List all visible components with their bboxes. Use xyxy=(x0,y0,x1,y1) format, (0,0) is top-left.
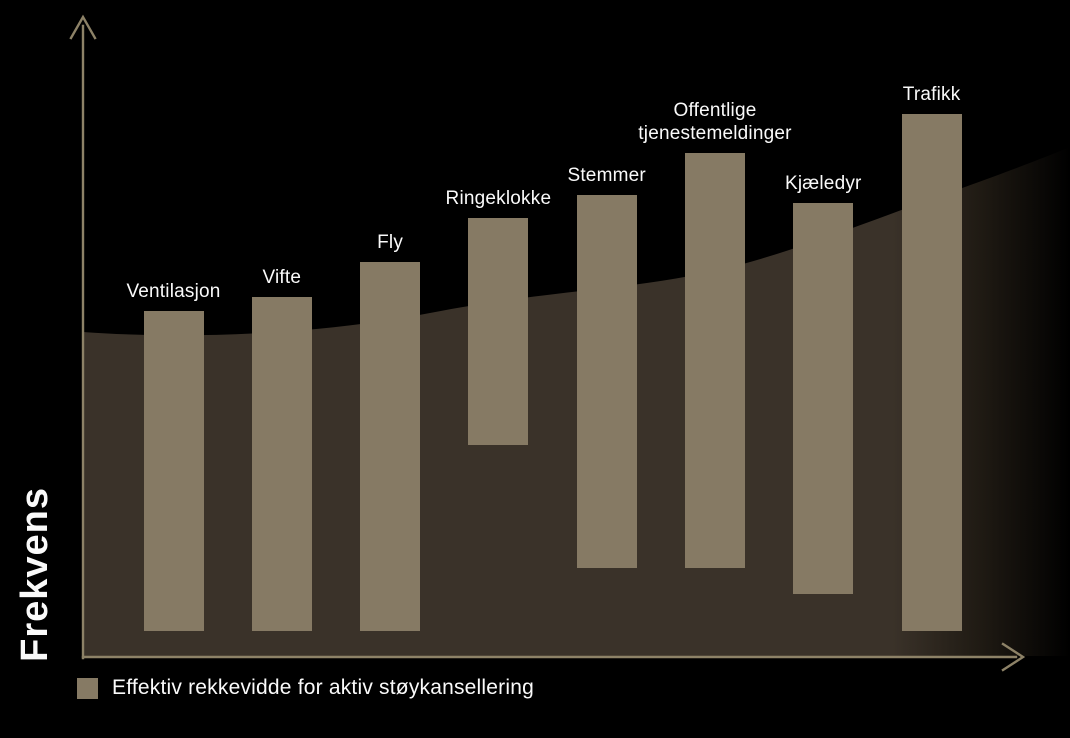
bar-label-ventilasjon: Ventilasjon xyxy=(126,280,221,302)
bar-ventilasjon xyxy=(143,310,204,631)
bar-offentlige-tjenestemeldinger xyxy=(685,152,745,569)
y-axis-arrow-icon xyxy=(69,14,97,40)
bar-label-kj-ledyr: Kjæledyr xyxy=(785,173,862,195)
bar-ringeklokke xyxy=(468,218,529,445)
bar-stemmer xyxy=(576,195,637,569)
legend-swatch xyxy=(77,677,98,699)
legend-label: Effektiv rekkevidde for aktiv støykansel… xyxy=(112,676,534,699)
bar-label-fly: Fly xyxy=(377,231,404,253)
bar-fly xyxy=(360,262,421,631)
bar-label-vifte: Vifte xyxy=(262,267,302,289)
bar-vifte xyxy=(251,297,312,631)
x-axis-arrow-icon xyxy=(1001,642,1026,672)
bar-label-offentlige-tjenestemeldinger: Offentlige tjenestemeldinger xyxy=(638,99,792,144)
y-axis-label: Frekvens xyxy=(14,487,56,662)
bar-label-ringeklokke: Ringeklokke xyxy=(445,187,552,209)
bar-kj-ledyr xyxy=(793,203,854,594)
legend: Effektiv rekkevidde for aktiv støykansel… xyxy=(77,676,534,700)
bar-label-trafikk: Trafikk xyxy=(902,83,961,105)
axes xyxy=(69,14,1026,672)
bar-label-stemmer: Stemmer xyxy=(567,164,646,186)
bar-trafikk xyxy=(901,113,962,631)
